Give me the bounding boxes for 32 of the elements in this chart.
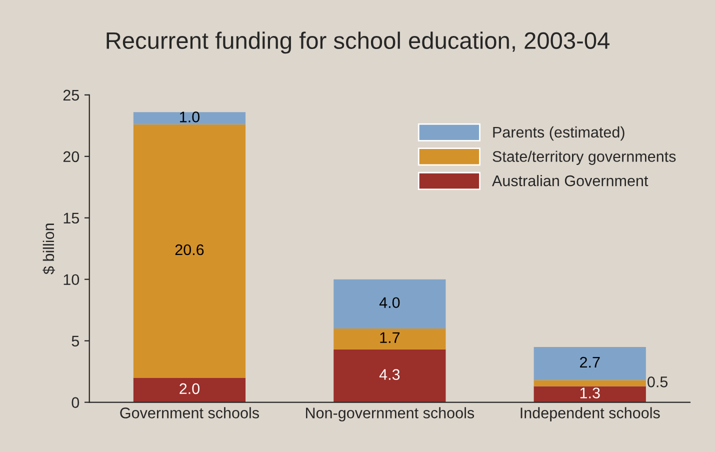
bar bbox=[334, 328, 446, 350]
data-label: 20.6 bbox=[175, 244, 204, 256]
y-axis-title: $ billion bbox=[42, 224, 55, 274]
data-label: 2.0 bbox=[180, 383, 200, 394]
legend-label: State/territory governments bbox=[492, 150, 676, 165]
data-label: 4.0 bbox=[379, 297, 400, 308]
data-label: 1.7 bbox=[380, 332, 400, 343]
bar bbox=[334, 349, 446, 402]
bar bbox=[534, 386, 646, 402]
data-label: 1.3 bbox=[580, 388, 600, 398]
bar bbox=[133, 124, 246, 378]
data-label: 2.7 bbox=[580, 356, 600, 368]
x-tick-label: Government schools bbox=[120, 407, 259, 418]
bar bbox=[334, 279, 446, 329]
chart-title: Recurrent funding for school education, 2003-04 bbox=[106, 32, 610, 54]
y-tick-label: 10 bbox=[64, 274, 80, 286]
bar bbox=[534, 380, 646, 386]
bar bbox=[534, 346, 646, 380]
y-tick-label: 20 bbox=[63, 151, 80, 162]
bar bbox=[133, 112, 246, 124]
y-tick-label: 15 bbox=[64, 212, 80, 224]
data-label: 1.0 bbox=[180, 112, 200, 122]
y-tick-label: 25 bbox=[63, 90, 80, 101]
legend-label: Australian Government bbox=[492, 174, 648, 186]
y-tick-label: 0 bbox=[72, 397, 80, 408]
data-label: 4.3 bbox=[379, 369, 400, 380]
data-label: 0.5 bbox=[648, 376, 668, 388]
x-tick-label: Non-government schools bbox=[306, 407, 474, 422]
x-tick-label: Independent schools bbox=[520, 407, 660, 422]
bar bbox=[133, 378, 246, 402]
y-tick-label: 5 bbox=[72, 336, 80, 346]
legend-label: Parents (estimated) bbox=[493, 126, 624, 141]
